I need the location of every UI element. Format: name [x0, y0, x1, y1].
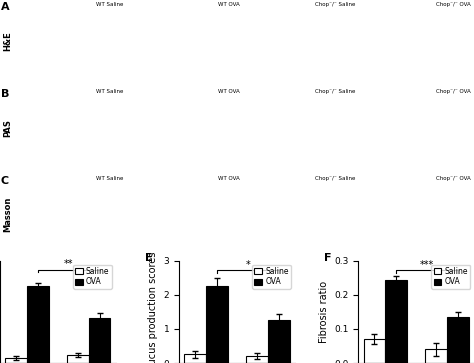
Text: C: C [0, 176, 9, 186]
Text: WT Saline: WT Saline [96, 176, 124, 182]
Bar [5, 358, 27, 363]
Bar [426, 349, 447, 363]
Text: F: F [324, 253, 331, 263]
Text: **: ** [64, 259, 73, 269]
Legend: Saline, OVA: Saline, OVA [73, 265, 112, 289]
Legend: Saline, OVA: Saline, OVA [252, 265, 291, 289]
Text: PAS: PAS [3, 119, 12, 137]
Text: WT OVA: WT OVA [218, 89, 239, 94]
Text: ***: *** [420, 260, 434, 270]
Bar [385, 280, 407, 363]
Text: WT Saline: WT Saline [96, 89, 124, 94]
Bar [27, 286, 48, 363]
Y-axis label: Fibrosis ratio: Fibrosis ratio [319, 281, 329, 343]
Text: *: * [246, 260, 250, 270]
Bar [67, 355, 89, 363]
Bar [268, 321, 290, 363]
Text: Masson: Masson [3, 197, 12, 232]
Text: H&E: H&E [3, 31, 12, 51]
Text: Chop⁻/⁻ OVA: Chop⁻/⁻ OVA [436, 89, 471, 94]
Bar [206, 286, 228, 363]
Text: WT OVA: WT OVA [218, 176, 239, 182]
Text: A: A [0, 3, 9, 12]
Text: B: B [0, 89, 9, 99]
Text: Chop⁻/⁻ Saline: Chop⁻/⁻ Saline [315, 176, 355, 182]
Text: Chop⁻/⁻ OVA: Chop⁻/⁻ OVA [436, 3, 471, 8]
Bar [246, 356, 268, 363]
Text: Chop⁻/⁻ OVA: Chop⁻/⁻ OVA [436, 176, 471, 182]
Bar [447, 317, 469, 363]
Text: WT OVA: WT OVA [218, 3, 239, 8]
Text: Chop⁻/⁻ Saline: Chop⁻/⁻ Saline [315, 3, 355, 8]
Y-axis label: Mucus production scores: Mucus production scores [148, 251, 158, 363]
Bar [184, 355, 206, 363]
Text: WT Saline: WT Saline [96, 3, 124, 8]
Bar [89, 318, 110, 363]
Bar [364, 339, 385, 363]
Legend: Saline, OVA: Saline, OVA [431, 265, 470, 289]
Text: Chop⁻/⁻ Saline: Chop⁻/⁻ Saline [315, 89, 355, 94]
Text: E: E [145, 253, 152, 263]
